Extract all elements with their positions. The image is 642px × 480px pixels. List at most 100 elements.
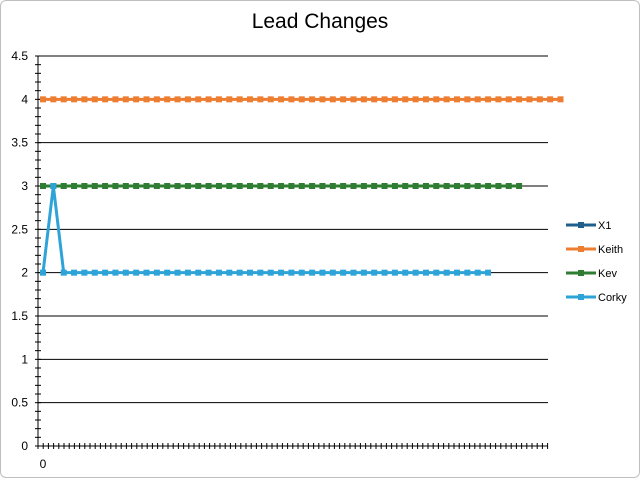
data-point	[329, 96, 336, 103]
data-point	[195, 269, 202, 276]
data-point	[40, 96, 46, 103]
data-point	[412, 96, 419, 103]
data-point	[505, 96, 512, 103]
data-point	[319, 269, 326, 276]
data-point	[381, 269, 388, 276]
data-point	[443, 96, 450, 103]
data-point	[371, 96, 378, 103]
data-point	[288, 183, 295, 189]
data-point	[464, 269, 471, 276]
data-point	[112, 183, 119, 189]
data-point	[60, 183, 67, 189]
data-point	[474, 269, 481, 276]
data-point	[288, 269, 295, 276]
data-point	[257, 269, 264, 276]
data-point	[226, 183, 233, 189]
data-point	[526, 96, 533, 103]
data-point	[215, 96, 222, 103]
data-point	[143, 96, 150, 103]
data-point	[495, 96, 502, 103]
y-tick-label: 4	[21, 92, 28, 106]
data-point	[402, 183, 409, 189]
data-point	[360, 269, 367, 276]
data-point	[122, 269, 129, 276]
data-point	[81, 269, 88, 276]
data-point	[288, 96, 295, 103]
data-point	[164, 96, 171, 103]
data-point	[402, 96, 409, 103]
data-point	[247, 269, 253, 276]
data-point	[422, 183, 429, 189]
data-point	[195, 183, 202, 189]
data-point	[112, 269, 119, 276]
data-point	[236, 96, 243, 103]
data-point	[454, 96, 460, 103]
legend-marker	[578, 222, 584, 228]
data-point	[153, 269, 160, 276]
data-point	[60, 96, 67, 103]
data-point	[205, 269, 212, 276]
data-point	[91, 269, 98, 276]
data-point	[371, 183, 378, 189]
data-point	[360, 96, 367, 103]
data-point	[433, 269, 440, 276]
data-point	[71, 183, 78, 189]
data-point	[391, 96, 398, 103]
data-point	[485, 96, 492, 103]
data-point	[557, 96, 564, 103]
data-point	[516, 96, 523, 103]
data-point	[371, 269, 378, 276]
data-point	[433, 183, 440, 189]
data-point	[257, 183, 264, 189]
data-point	[485, 269, 492, 276]
data-point	[184, 96, 191, 103]
data-point	[40, 269, 46, 276]
data-point	[143, 269, 150, 276]
data-point	[205, 183, 212, 189]
data-point	[174, 96, 181, 103]
data-point	[309, 269, 316, 276]
data-point	[50, 183, 57, 189]
data-point	[153, 183, 160, 189]
data-point	[215, 269, 222, 276]
data-point	[309, 96, 316, 103]
data-point	[422, 269, 429, 276]
data-point	[236, 183, 243, 189]
data-point	[454, 269, 460, 276]
data-point	[474, 183, 481, 189]
data-point	[298, 96, 305, 103]
data-point	[278, 183, 285, 189]
data-point	[267, 269, 274, 276]
data-point	[391, 269, 398, 276]
y-tick-label: 1.5	[11, 309, 28, 323]
data-point	[516, 183, 523, 189]
data-point	[267, 183, 274, 189]
legend-marker	[578, 294, 584, 300]
data-point	[340, 183, 347, 189]
data-point	[247, 183, 253, 189]
data-point	[91, 96, 98, 103]
data-point	[340, 269, 347, 276]
data-point	[402, 269, 409, 276]
data-point	[174, 183, 181, 189]
data-point	[236, 269, 243, 276]
data-point	[278, 96, 285, 103]
x-tick-label: 0	[40, 457, 47, 471]
data-point	[474, 96, 481, 103]
y-tick-label: 4.5	[11, 49, 28, 63]
data-point	[495, 183, 502, 189]
legend-label: Keith	[598, 244, 623, 256]
legend-marker	[578, 270, 584, 276]
data-point	[443, 269, 450, 276]
data-point	[153, 96, 160, 103]
data-point	[381, 96, 388, 103]
data-point	[195, 96, 202, 103]
data-point	[454, 183, 460, 189]
legend-marker	[578, 246, 584, 252]
data-point	[71, 96, 78, 103]
y-tick-label: 0.5	[11, 396, 28, 410]
chart-title: Lead Changes	[251, 10, 389, 33]
data-point	[112, 96, 119, 103]
data-point	[360, 183, 367, 189]
